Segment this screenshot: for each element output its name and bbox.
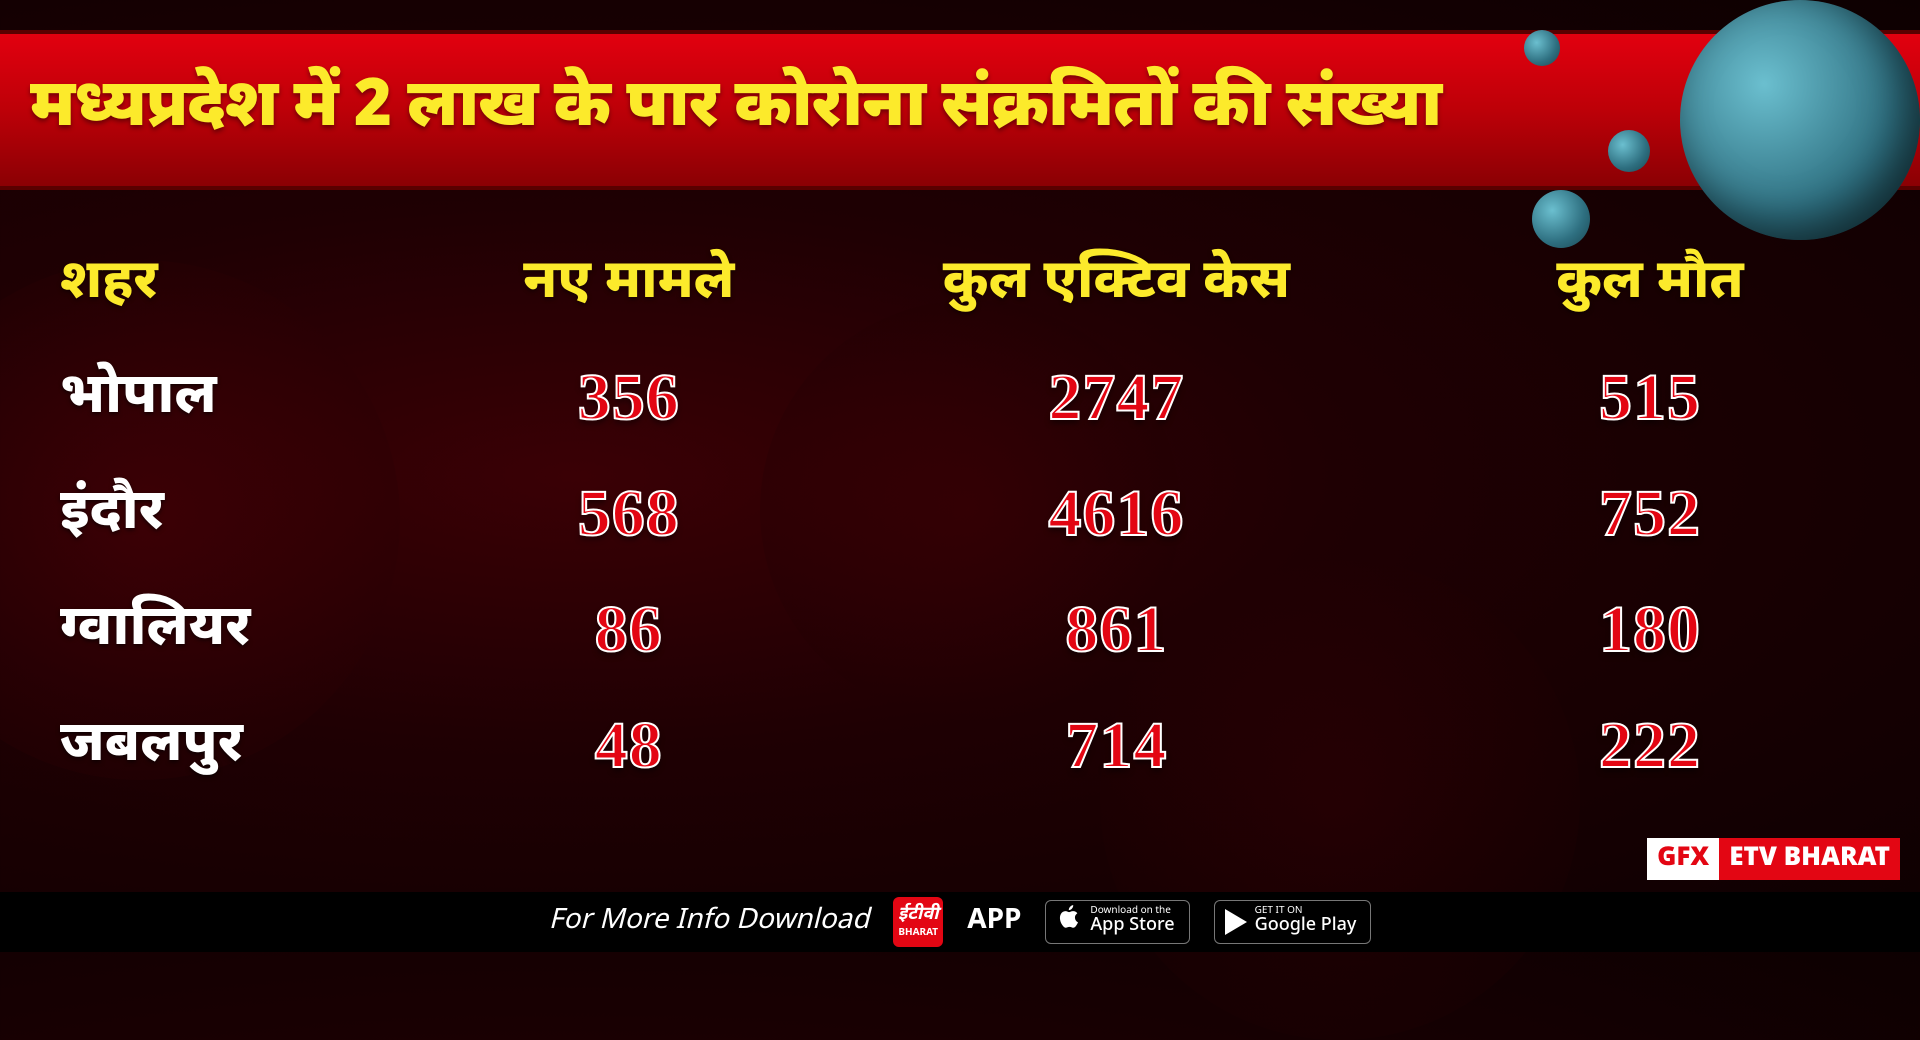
virus-decor-small (1524, 30, 1560, 66)
cell-new: 48 (445, 688, 813, 804)
footer-lead-text: For More Info Download (549, 904, 870, 940)
page-title: मध्यप्रदेश में 2 लाख के पार कोरोना संक्र… (30, 75, 1441, 144)
appstore-big-text: App Store (1090, 917, 1174, 937)
cell-active: 2747 (813, 340, 1420, 456)
cell-death: 752 (1420, 456, 1880, 572)
footer-app-label: APP (967, 904, 1021, 940)
cell-active: 714 (813, 688, 1420, 804)
col-header-active: कुल एक्टिव केस (813, 230, 1420, 340)
googleplay-badge[interactable]: GET IT ON Google Play (1214, 900, 1372, 944)
data-table-container: शहर नए मामले कुल एक्टिव केस कुल मौत भोपा… (40, 230, 1880, 804)
virus-decor-small (1608, 130, 1650, 172)
play-big-text: Google Play (1255, 917, 1357, 937)
col-header-city: शहर (40, 230, 445, 340)
cell-active: 4616 (813, 456, 1420, 572)
cell-active: 861 (813, 572, 1420, 688)
cell-new: 568 (445, 456, 813, 572)
cell-city: इंदौर (40, 456, 445, 572)
appstore-badge[interactable]: Download on the App Store (1045, 900, 1189, 944)
table-header-row: शहर नए मामले कुल एक्टिव केस कुल मौत (40, 230, 1880, 340)
cell-city: ग्वालियर (40, 572, 445, 688)
cell-death: 222 (1420, 688, 1880, 804)
logo-gfx-text: GFX (1647, 838, 1719, 880)
table-row: भोपाल 356 2747 515 (40, 340, 1880, 456)
app-icon-sub: BHARAT (898, 927, 938, 940)
etv-app-icon: ईटीवी BHARAT (893, 897, 943, 947)
covid-city-table: शहर नए मामले कुल एक्टिव केस कुल मौत भोपा… (40, 230, 1880, 804)
logo-etv-text: ETV BHARAT (1719, 838, 1900, 880)
col-header-death: कुल मौत (1420, 230, 1880, 340)
cell-death: 180 (1420, 572, 1880, 688)
cell-new: 86 (445, 572, 813, 688)
footer-bar: For More Info Download ईटीवी BHARAT APP … (0, 892, 1920, 952)
table-row: जबलपुर 48 714 222 (40, 688, 1880, 804)
channel-logo: GFX ETV BHARAT (1647, 838, 1900, 880)
table-row: ग्वालियर 86 861 180 (40, 572, 1880, 688)
col-header-new: नए मामले (445, 230, 813, 340)
cell-city: भोपाल (40, 340, 445, 456)
cell-city: जबलपुर (40, 688, 445, 804)
cell-new: 356 (445, 340, 813, 456)
play-icon (1225, 909, 1247, 935)
apple-icon (1056, 904, 1082, 941)
cell-death: 515 (1420, 340, 1880, 456)
table-row: इंदौर 568 4616 752 (40, 456, 1880, 572)
